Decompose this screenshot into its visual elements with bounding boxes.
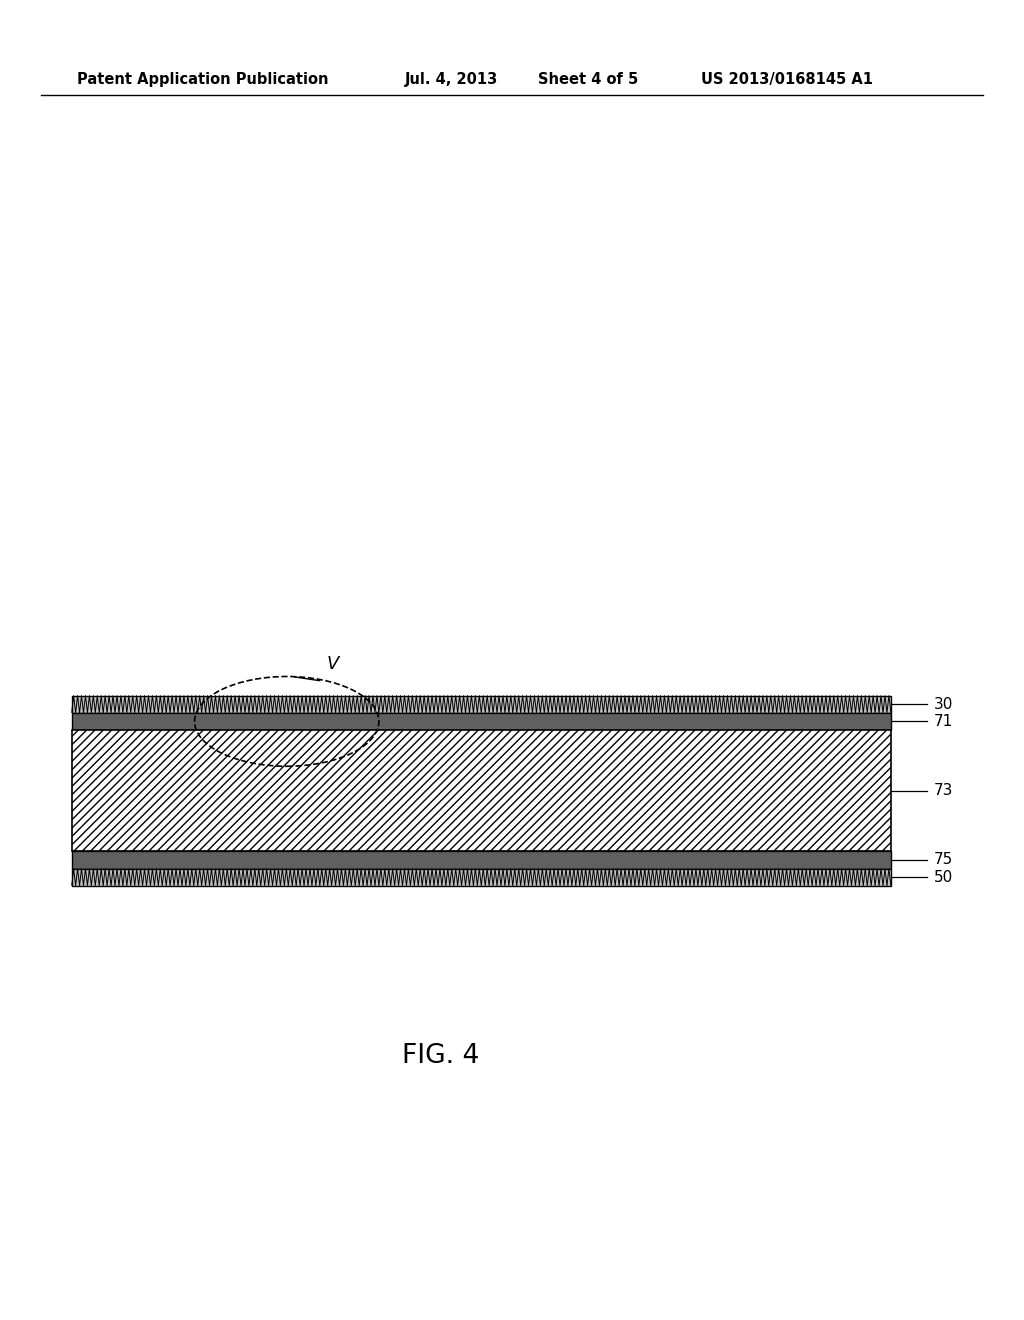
Text: Sheet 4 of 5: Sheet 4 of 5: [538, 71, 638, 87]
Bar: [72, 713, 891, 730]
Text: Jul. 4, 2013: Jul. 4, 2013: [404, 71, 498, 87]
Text: FIG. 4: FIG. 4: [401, 1043, 479, 1069]
Text: 71: 71: [934, 714, 953, 729]
Bar: [72, 696, 891, 713]
Text: 73: 73: [934, 783, 953, 799]
Bar: [72, 851, 891, 869]
Text: US 2013/0168145 A1: US 2013/0168145 A1: [701, 71, 873, 87]
Text: 75: 75: [934, 853, 953, 867]
Text: 50: 50: [934, 870, 953, 884]
Text: 30: 30: [934, 697, 953, 711]
Bar: [72, 730, 891, 851]
Text: V: V: [327, 655, 339, 673]
Bar: [72, 869, 891, 886]
Text: Patent Application Publication: Patent Application Publication: [77, 71, 329, 87]
